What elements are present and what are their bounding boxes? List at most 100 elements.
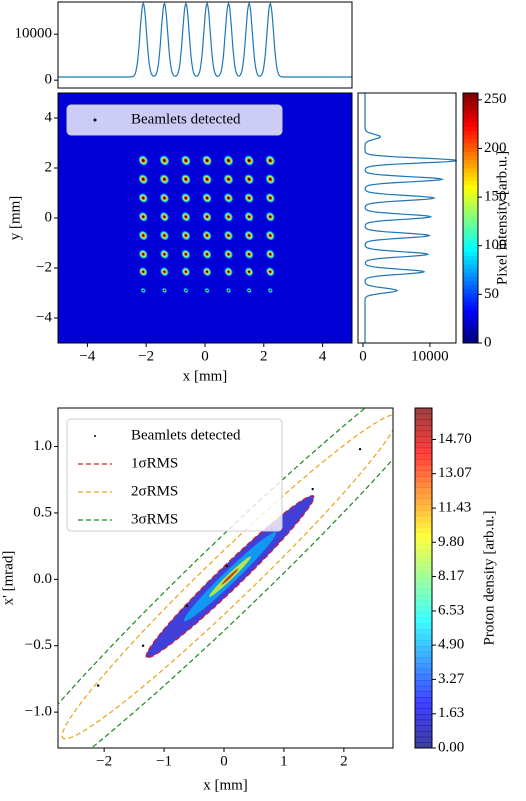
x-tick-label: −2 <box>138 348 154 364</box>
y-tick-label: −4 <box>36 309 52 325</box>
profile-line <box>58 3 352 77</box>
beamlet-detected <box>164 197 166 199</box>
beamlet-detected <box>269 235 271 237</box>
colorbar-segment <box>463 114 478 119</box>
legend-label: Beamlets detected <box>131 427 241 443</box>
colorbar-segment <box>463 326 478 331</box>
y-axis-label: x' [mrad] <box>0 551 16 606</box>
colorbar-tick-label: 250 <box>484 91 507 107</box>
colorbar-segment <box>463 151 478 156</box>
y-tick-label: 0.0 <box>33 571 52 587</box>
beamlet-detected <box>164 290 166 292</box>
colorbar-segment <box>415 448 432 454</box>
colorbar-tick-label: 13.07 <box>438 465 472 481</box>
colorbar-segment <box>463 189 478 194</box>
y-axis-label: y [mm] <box>7 196 23 241</box>
colorbar-segment <box>463 147 478 152</box>
colorbar-tick-label: 3.27 <box>438 671 465 687</box>
colorbar-segment <box>415 595 432 601</box>
colorbar-segment <box>415 703 432 709</box>
colorbar-tick-label: 0 <box>484 334 492 350</box>
beamlet-detected <box>269 160 271 162</box>
beamlet-detected <box>228 197 230 199</box>
beamlet-detected <box>164 235 166 237</box>
y-tick-label: −2 <box>36 259 52 275</box>
beamlet-detected <box>206 253 208 255</box>
beamlet-detected <box>142 178 144 180</box>
colorbar-segment <box>415 680 432 686</box>
x-tick-label: −4 <box>79 348 95 364</box>
colorbar-segment <box>463 331 478 336</box>
colorbar-segment <box>463 243 478 248</box>
beamlet-detected <box>206 160 208 162</box>
colorbar-segment <box>415 720 432 726</box>
x-axis-label: x [mm] <box>203 777 248 793</box>
colorbar-segment <box>415 482 432 488</box>
beamlet-detected <box>228 160 230 162</box>
colorbar-segment <box>463 231 478 236</box>
colorbar-segment <box>463 218 478 223</box>
colorbar-segment <box>463 93 478 98</box>
beamlet-detected <box>248 271 250 273</box>
y-tick-label: −0.5 <box>25 637 52 653</box>
beamlet-detected <box>269 197 271 199</box>
x-tick-label: 2 <box>260 348 268 364</box>
colorbar-segment <box>463 256 478 261</box>
colorbar-segment <box>463 260 478 265</box>
beamlet-detected <box>248 216 250 218</box>
colorbar-segment <box>463 214 478 219</box>
colorbar-segment <box>415 414 432 420</box>
beamlet-detected <box>228 235 230 237</box>
colorbar-segment <box>415 606 432 612</box>
colorbar-segment <box>415 652 432 658</box>
beamlet-detected <box>142 216 144 218</box>
beamlet-detected <box>164 216 166 218</box>
page: {"chart_data":[ {"type":"profile","orien… <box>0 0 526 801</box>
colorbar-segment <box>463 106 478 111</box>
colorbar-segment <box>415 487 432 493</box>
legend-label: 2σRMS <box>131 483 178 499</box>
beamlet-detected <box>269 290 271 292</box>
colorbar-segment <box>463 206 478 211</box>
colorbar-segment <box>415 504 432 510</box>
colorbar-segment <box>463 297 478 302</box>
colorbar-segment <box>415 453 432 459</box>
colorbar-tick-label: 14.70 <box>438 431 472 447</box>
beamlet-detected <box>248 290 250 292</box>
beamlet-detected <box>206 178 208 180</box>
beamlet-detected <box>206 290 208 292</box>
legend-label: Beamlets detected <box>131 111 241 127</box>
beamlet-detected <box>206 197 208 199</box>
beamlet-detected <box>269 216 271 218</box>
colorbar-segment <box>463 289 478 294</box>
x-tick-label: 2 <box>340 753 348 769</box>
colorbar-segment <box>415 538 432 544</box>
colorbar-segment <box>463 110 478 115</box>
colorbar-tick-label: 6.53 <box>438 602 464 618</box>
colorbar-segment <box>415 431 432 437</box>
beamlet-detected <box>248 178 250 180</box>
colorbar-segment <box>415 691 432 697</box>
colorbar-segment <box>463 272 478 277</box>
beamlet-detected <box>185 253 187 255</box>
colorbar-segment <box>463 268 478 273</box>
colorbar-segment <box>415 663 432 669</box>
y-tick-label: 0 <box>45 209 53 225</box>
x-tick-label: 1 <box>280 753 288 769</box>
beamlet-detected <box>185 235 187 237</box>
y-tick-label: 2 <box>45 159 53 175</box>
colorbar-tick-label: 9.80 <box>438 534 464 550</box>
profile-line <box>365 93 457 343</box>
beamlet-detected <box>228 178 230 180</box>
colorbar-segment <box>415 657 432 663</box>
colorbar-segment <box>463 97 478 102</box>
colorbar-segment <box>463 264 478 269</box>
colorbar-segment <box>415 714 432 720</box>
beamlet-detected <box>185 290 187 292</box>
beamlet-detected <box>248 160 250 162</box>
colorbar-segment <box>415 572 432 578</box>
beamlet-detected <box>185 271 187 273</box>
beamlet-point <box>186 605 188 607</box>
beamlet-point <box>359 448 361 450</box>
beamlet-point <box>311 488 313 490</box>
